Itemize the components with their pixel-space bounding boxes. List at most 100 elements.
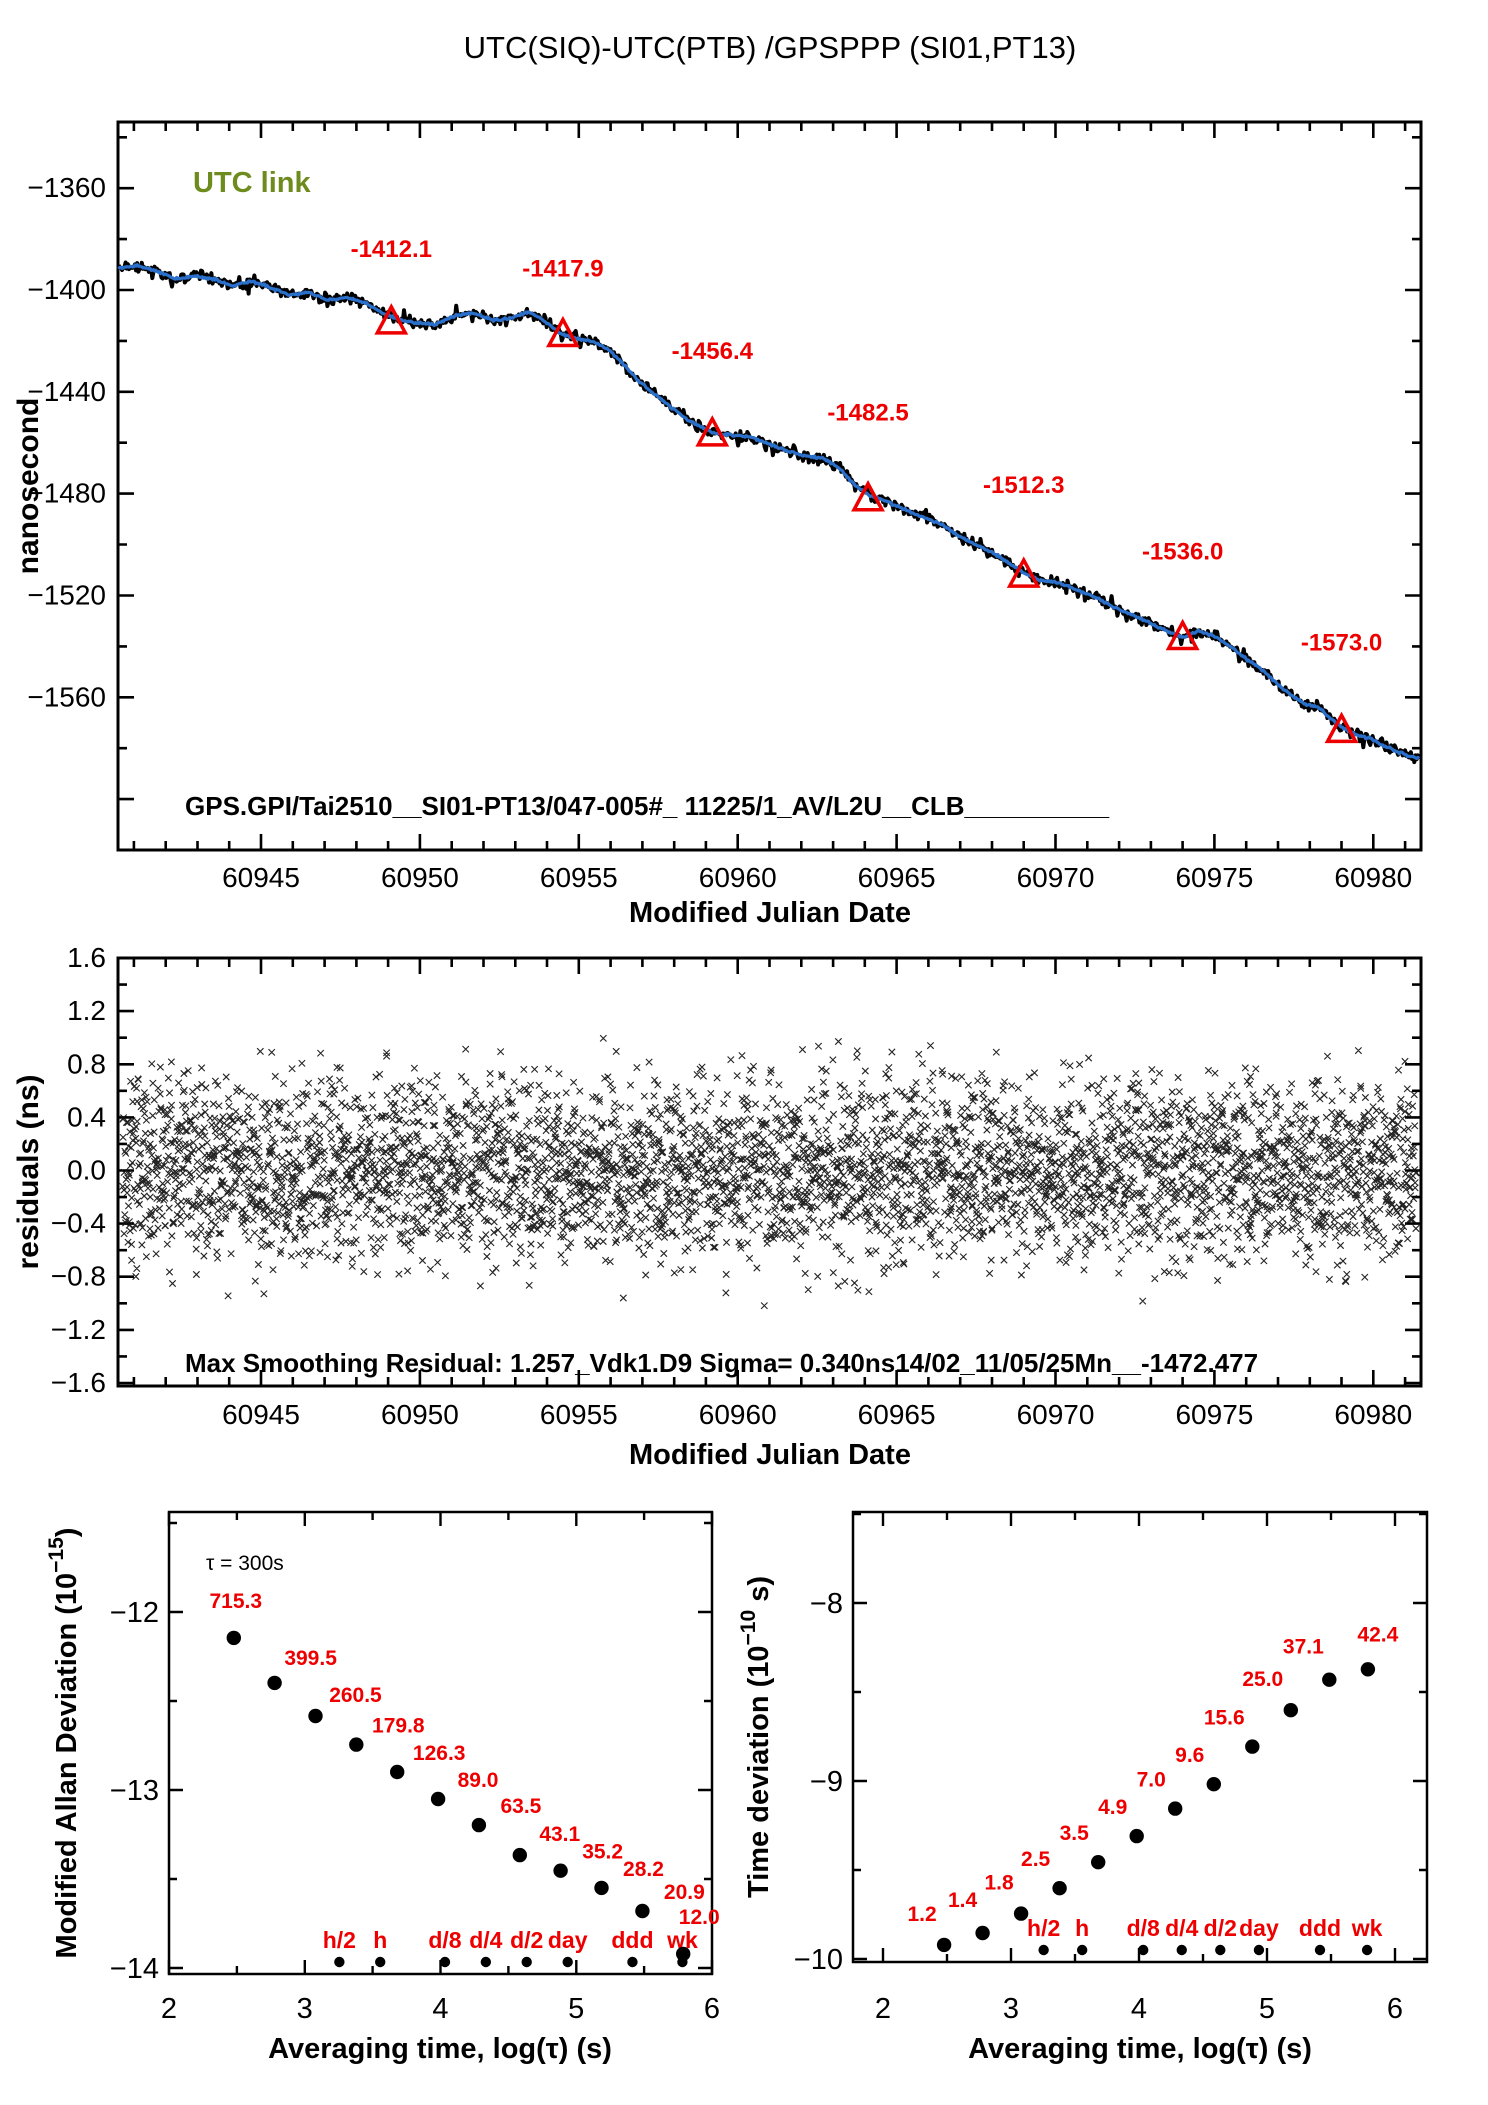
deviation-point (594, 1880, 609, 1896)
tau-marker-dot (375, 1956, 386, 1968)
x-tick-label: 60945 (222, 862, 300, 893)
x-tick-label: 6 (1387, 1993, 1403, 2025)
deviation-point (936, 1937, 952, 1953)
deviation-value-label: 715.3 (209, 1590, 262, 1613)
residuals-x-axis-title: Modified Julian Date (629, 1439, 911, 1471)
x-tick-label: 60945 (222, 1399, 300, 1430)
x-tick-label: 2 (875, 1993, 891, 2025)
calibration-triangle-marker (1006, 556, 1041, 588)
tau-marker-dot (521, 1956, 532, 1968)
plot-border (851, 1510, 1429, 1964)
y-tick-label: −14 (110, 1953, 159, 1985)
tau-marker-label: d/2 (1204, 1915, 1237, 1941)
deviation-value-label: 1.4 (948, 1889, 978, 1912)
data-noise-band (116, 260, 1421, 765)
calibration-triangle-marker (851, 480, 885, 512)
deviation-point (1322, 1672, 1337, 1687)
deviation-value-label: 9.6 (1175, 1744, 1204, 1767)
mdev-y-axis-title: Modified Allan Deviation (10−15) (45, 1528, 83, 1959)
deviation-point (430, 1791, 446, 1807)
x-tick-label: 60950 (381, 862, 459, 893)
x-tick-label: 4 (432, 1993, 448, 2025)
y-tick-label: 1.6 (67, 942, 106, 973)
x-tick-label: 60955 (540, 1399, 618, 1430)
deviation-value-label: 63.5 (500, 1795, 541, 1818)
deviation-point (226, 1630, 241, 1646)
tau-marker-dot (1361, 1944, 1373, 1956)
deviation-value-label: 12.0 (679, 1906, 720, 1929)
x-tick-label: 60975 (1175, 862, 1253, 893)
y-tick-label: −0.4 (51, 1208, 106, 1239)
x-tick-label: 60965 (858, 1399, 936, 1430)
y-tick-label: 1.2 (67, 995, 106, 1026)
deviation-value-label: 20.9 (664, 1881, 705, 1904)
mdev-x-axis-title: Averaging time, log(τ) (s) (268, 2033, 612, 2065)
calibration-triangle-marker (1165, 618, 1200, 651)
tau-marker-label: wk (1351, 1915, 1383, 1941)
x-tick-label: 60960 (699, 1399, 777, 1430)
deviation-point (1283, 1703, 1299, 1718)
deviation-point (635, 1903, 650, 1919)
x-tick-label: 60965 (858, 862, 936, 893)
tau-marker-dot (627, 1956, 638, 1968)
deviation-point (267, 1675, 282, 1691)
deviation-value-label: 399.5 (284, 1647, 337, 1670)
y-tick-label: −1360 (27, 172, 106, 203)
x-tick-label: 60980 (1334, 862, 1412, 893)
deviation-point (1052, 1881, 1067, 1896)
tdev-y-axis-title: Time deviation (10−10 s) (737, 1576, 775, 1898)
deviation-point (349, 1737, 364, 1752)
tau-marker-dot (1215, 1944, 1226, 1956)
deviation-value-label: 42.4 (1357, 1623, 1398, 1646)
mdev-tau-note: τ = 300s (206, 1552, 284, 1575)
y-tick-label: 0.0 (67, 1155, 106, 1186)
y-tick-label: −1400 (27, 274, 106, 305)
tau-marker-label: ddd (1299, 1915, 1341, 1941)
deviation-point (676, 1946, 691, 1962)
residuals-plot: 60945 60950 60955 60960 60965 60970 60975 60980… (51, 942, 1423, 1430)
calibration-triangle-marker (695, 415, 730, 447)
y-tick-label: −9 (810, 1766, 843, 1798)
top-x-axis-title: Modified Julian Date (629, 897, 911, 929)
deviation-value-label: 1.2 (907, 1903, 936, 1926)
y-tick-label: −8 (810, 1588, 843, 1620)
calibration-triangle-marker (374, 303, 409, 335)
page-title: UTC(SIQ)-UTC(PTB) /GPSPPP (SI01,PT13) (464, 30, 1077, 65)
deviation-value-label: 43.1 (539, 1823, 580, 1846)
residuals-annotation: Max Smoothing Residual: 1.257_Vdk1.D9 Si… (185, 1348, 1258, 1378)
axis-ticks (118, 956, 1421, 1386)
x-tick-label: 6 (704, 1993, 720, 2025)
deviation-point (1245, 1739, 1260, 1754)
calibration-value-label: -1412.1 (351, 236, 432, 263)
deviation-value-label: 25.0 (1242, 1668, 1283, 1691)
tdev-plot: 2 3 4 5 6 −8 −9 −10 h/2 h d/8 d/4 d/2 day ddd wk 1.2 1.4 1… (794, 1510, 1429, 2025)
tau-marker-dot (1076, 1944, 1088, 1956)
tau-marker-label: d/4 (1165, 1915, 1198, 1941)
y-tick-label: −1480 (27, 478, 106, 509)
calibration-triangle-marker (545, 315, 580, 348)
deviation-value-label: 15.6 (1204, 1707, 1245, 1730)
tau-marker-label: h/2 (1027, 1915, 1060, 1941)
deviation-value-label: 260.5 (329, 1684, 382, 1707)
top-annotation: GPS.GPI/Tai2510__SI01-PT13/047-005#_ 112… (185, 791, 1110, 821)
y-tick-label: −1.6 (51, 1367, 106, 1398)
axis-ticks (167, 1512, 714, 1974)
y-tick-label: −13 (110, 1775, 159, 1807)
tau-marker-label: d/8 (428, 1927, 461, 1953)
deviation-value-label: 179.8 (372, 1715, 425, 1738)
tau-marker-dot (562, 1956, 573, 1968)
tau-marker-label: ddd (611, 1927, 653, 1953)
tau-marker-label: h (1075, 1915, 1089, 1941)
calibration-value-label: -1456.4 (672, 338, 754, 365)
x-tick-label: 60970 (1017, 1399, 1095, 1430)
y-tick-label: −1520 (27, 579, 106, 610)
y-tick-label: −1440 (27, 376, 106, 407)
tau-marker-label: d/4 (469, 1927, 502, 1953)
x-tick-label: 4 (1131, 1993, 1147, 2025)
deviation-point (1129, 1828, 1144, 1844)
axis-ticks (853, 1512, 1427, 1962)
calibration-value-label: -1573.0 (1301, 629, 1382, 656)
deviation-value-label: 89.0 (458, 1769, 499, 1792)
x-tick-label: 60955 (540, 862, 618, 893)
deviation-value-label: 35.2 (582, 1841, 623, 1864)
